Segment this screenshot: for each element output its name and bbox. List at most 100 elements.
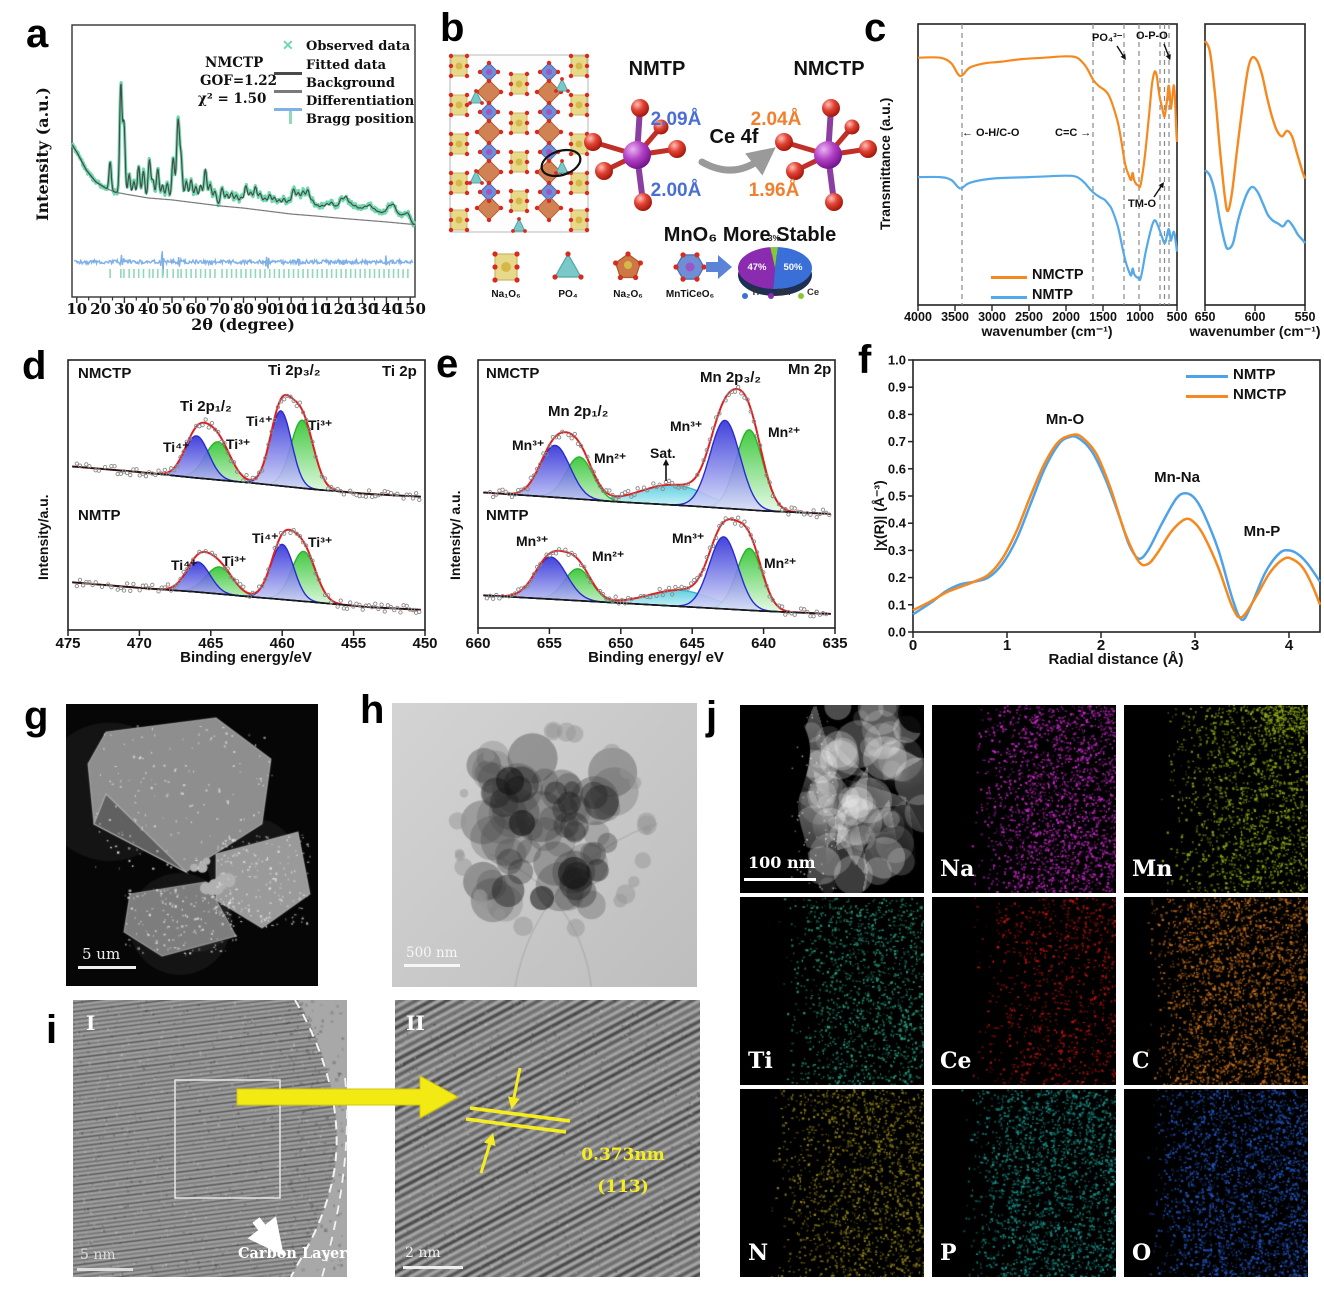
svg-text:0.8: 0.8 (888, 407, 906, 422)
ce-4f-label: Ce 4f (709, 126, 759, 148)
svg-text:550: 550 (1295, 310, 1316, 324)
xps-peak-Mn²⁺ 2p1/2 (483, 568, 831, 615)
xps-annotation-e-12: Mn³⁺ (672, 530, 705, 546)
eds-map-Na (932, 705, 1116, 893)
annotation-arrow-icon (1163, 43, 1171, 61)
xps-annotation-e-10: Mn³⁺ (516, 533, 549, 549)
xps-annotation-e-9: NMTP (486, 507, 529, 524)
xps-baseline-NMTP (483, 594, 831, 615)
svg-text:455: 455 (341, 635, 366, 652)
differentiation-curve (73, 251, 414, 277)
xps-annotation-d-4: Ti⁴⁺ (163, 439, 190, 455)
ftir-annotation-opo: O-P-O (1136, 30, 1168, 42)
xps-peak-Sat. (483, 589, 831, 615)
xps-annotation-d-8: NMTP (78, 507, 121, 524)
xps-annotation-d-6: Ti⁴⁺ (246, 413, 273, 429)
exafs-peak-mn-o: Mn-O (1045, 411, 1085, 428)
xps-annotation-d-3: Ti 2p₁/₂ (180, 398, 232, 415)
nmctp-bond-top: 2.04Å (750, 109, 802, 130)
exafs-peak-mn-na: Mn-Na (1154, 469, 1200, 486)
xps-baseline-NMTP (72, 581, 421, 611)
svg-text:0.6: 0.6 (888, 461, 906, 476)
xps-baseline-NMCTP (483, 491, 831, 515)
xrd-legend-bragg: Bragg position (306, 112, 415, 127)
eds-scale-text: 100 nm (748, 853, 816, 872)
xps-baseline-NMCTP (72, 465, 421, 498)
panel-letter-d: d (22, 344, 47, 388)
ti2p-chart: 475 470 465 460 455 450 (55, 359, 438, 652)
eds-map-P (932, 1089, 1116, 1277)
svg-text:0.3: 0.3 (888, 543, 906, 558)
eds-map-O (1124, 1089, 1308, 1277)
hrtem-sub-label-ii: II (406, 1011, 425, 1035)
ftir-legend-nmctp: NMCTP (1032, 267, 1084, 283)
svg-text:130: 130 (347, 300, 378, 318)
eds-map-label-N: N (748, 1240, 769, 1266)
svg-text:1500: 1500 (1089, 310, 1117, 324)
svg-text:660: 660 (465, 635, 490, 652)
xrd-xlabel: 2θ (degree) (191, 315, 295, 334)
ftir-legend-nmtp: NMTP (1032, 287, 1074, 303)
mn2p-chart: 660 655 650 645 640 635 (465, 359, 848, 652)
exafs-xlabel: Radial distance (Å) (1048, 651, 1184, 668)
exafs-nmctp-line-icon (1186, 395, 1228, 398)
eds-map-haadf (740, 705, 924, 893)
svg-text:3000: 3000 (978, 310, 1006, 324)
eds-map-label-Mn: Mn (1132, 856, 1173, 882)
hrtem2-scale-text: 2 nm (405, 1245, 441, 1261)
xps-annotation-d-12: Ti³⁺ (308, 534, 333, 550)
eds-map-label-Na: Na (940, 856, 975, 882)
svg-text:475: 475 (55, 635, 80, 652)
svg-text:0: 0 (909, 637, 917, 654)
svg-text:640: 640 (751, 635, 776, 652)
nmtp-bond-top: 2.09Å (650, 109, 702, 130)
annotation-arrow-icon (1116, 45, 1126, 60)
ftir-inset-curve-NMTP (1204, 169, 1307, 251)
annotation-arrow-icon (1153, 182, 1164, 198)
site-label-mnticeo6: MnTiCeO₆ (665, 289, 715, 300)
sem-scale-text: 5 um (82, 945, 121, 963)
xps-annotation-d-2: Ti 2p (382, 363, 417, 380)
panel-letter-e: e (436, 342, 459, 386)
xps-annotation-d-1: Ti 2p₃/₂ (268, 362, 321, 379)
svg-text:0.2: 0.2 (888, 570, 906, 585)
tem-scale-text: 500 nm (406, 945, 458, 961)
ftir-inset-curve-NMCTP (1203, 40, 1307, 213)
hrtem1-scale-text: 5 nm (80, 1247, 116, 1263)
exafs-legend-nmtp: NMTP (1233, 366, 1276, 383)
mno6-caption: MnO₆ More Stable (663, 224, 837, 246)
xps-annotation-e-3: Mn 2p₁/₂ (548, 403, 609, 420)
eds-scale-bar (744, 878, 816, 881)
hrtem-image-1 (73, 1000, 347, 1277)
xps-annotation-d-5: Ti³⁺ (226, 436, 251, 452)
xps-annotation-e-7: Mn³⁺ (670, 418, 703, 434)
hrtem2-scale-bar (403, 1266, 463, 1269)
ftir-annotation-po4: PO₄³⁻ (1092, 32, 1123, 44)
svg-text:3500: 3500 (941, 310, 969, 324)
svg-text:30: 30 (114, 300, 135, 318)
xps-annotation-d-10: Ti³⁺ (222, 553, 247, 569)
background-line-icon (274, 90, 302, 93)
xrd-chi2-label: χ² = 1.50 (198, 91, 267, 107)
svg-text:0.7: 0.7 (888, 434, 906, 449)
xps-peak-Ti³⁺ 2p3/2 (72, 550, 421, 611)
nmctp-title: NMCTP (793, 58, 865, 80)
pie-legend-ce: Ce (807, 287, 820, 298)
tem-image (392, 703, 697, 987)
svg-text:20: 20 (90, 300, 111, 318)
nmtp-bond-bottom: 2.00Å (650, 180, 702, 201)
svg-text:1.0: 1.0 (888, 353, 906, 368)
xps-annotation-e-8: Mn²⁺ (768, 424, 801, 440)
exafs-peak-mn-p: Mn-P (1243, 523, 1281, 540)
pie-value-mn: 47% (747, 262, 767, 273)
hrtem-image-2 (395, 1000, 700, 1277)
xps-annotation-e-13: Mn²⁺ (764, 555, 797, 571)
panel-letter-g: g (24, 694, 49, 738)
xps-annotation-e-4: Mn³⁺ (512, 437, 545, 453)
xps-envelope-NMTP (72, 528, 421, 611)
panel-letter-h: h (360, 688, 385, 732)
xrd-legend-differentiation: Differentiation (306, 94, 415, 109)
site-label-na1o6: Na₁O₆ (491, 289, 521, 300)
ftir-chart: 4000 3500 3000 2500 2000 1500 1000 500 650 600 550 (904, 23, 1316, 324)
